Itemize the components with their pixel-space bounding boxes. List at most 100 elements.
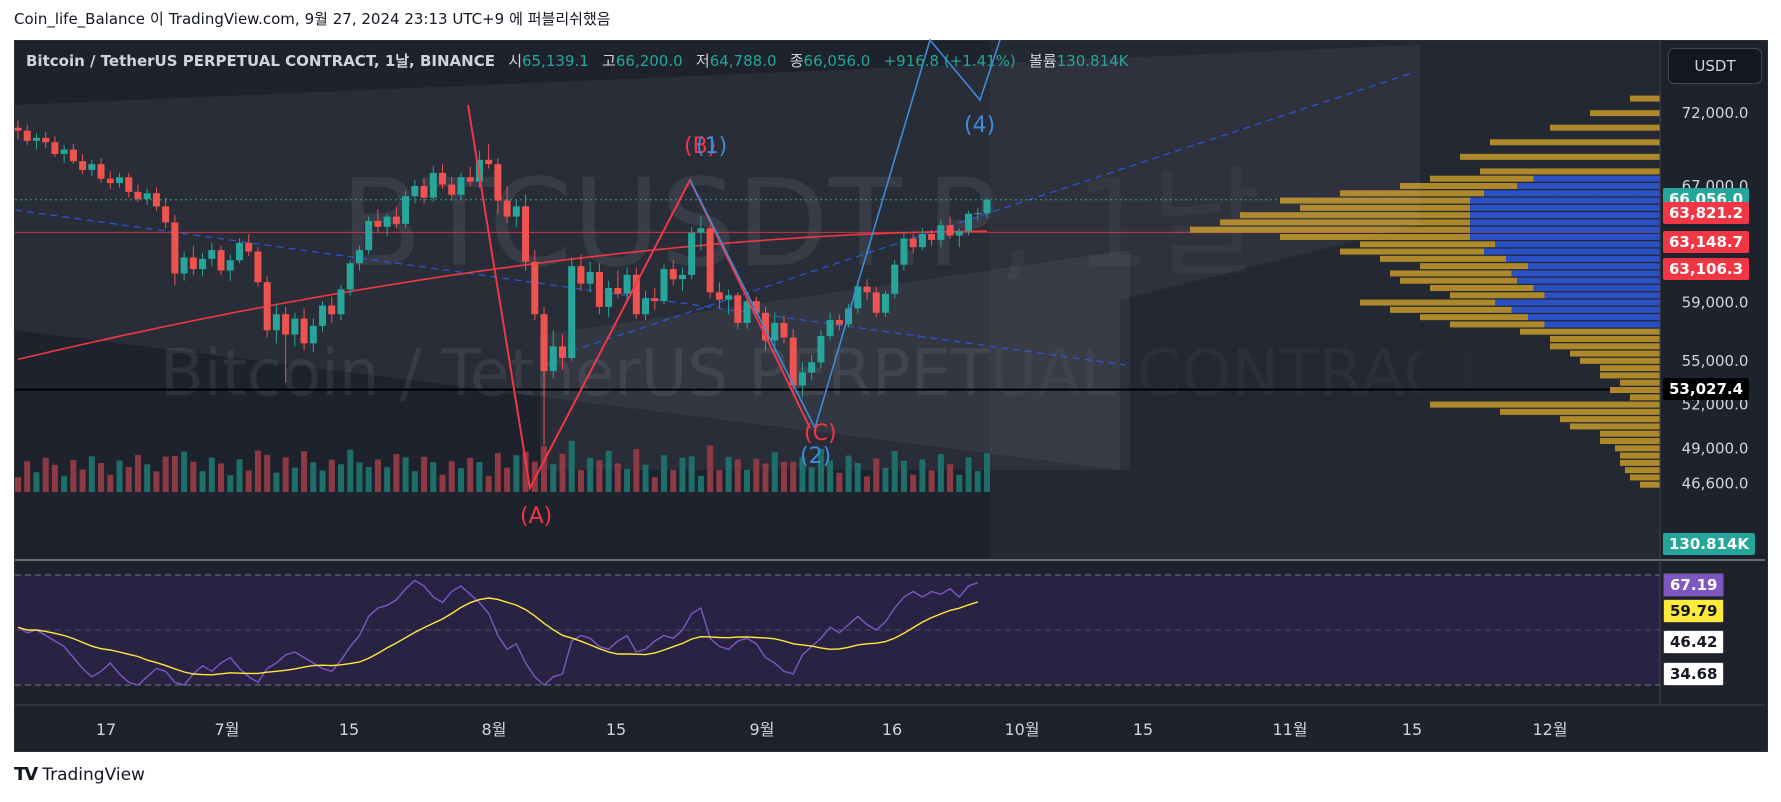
candle-body <box>254 251 262 283</box>
site-name[interactable]: TradingView.com, <box>168 10 300 28</box>
symbol-title[interactable]: Bitcoin / TetherUS PERPETUAL CONTRACT, 1… <box>26 52 495 70</box>
volume-bar <box>670 470 677 492</box>
candle-body <box>14 127 22 131</box>
volume-profile-bar <box>1360 299 1495 306</box>
candle-body <box>60 149 68 154</box>
volume-bar <box>744 470 751 492</box>
volume-profile-bar <box>1615 445 1660 452</box>
volume-bar <box>910 474 917 492</box>
volume-bar <box>854 463 861 492</box>
price-tag: 130.814K <box>1663 533 1755 555</box>
volume-profile-bar <box>1390 270 1512 277</box>
candle-body <box>605 288 613 307</box>
wave-label-red: (B) <box>684 134 716 159</box>
candle-body <box>512 206 520 217</box>
author-name[interactable]: Coin_life_Balance <box>14 10 145 28</box>
candle-body <box>97 164 105 179</box>
candle-body <box>798 372 806 386</box>
tradingview-logo[interactable]: 𝗧𝗩 TradingView <box>14 764 145 785</box>
candle-body <box>466 177 474 182</box>
volume-profile-bar <box>1610 387 1660 393</box>
candle-body <box>79 161 87 170</box>
volume-bar <box>430 462 437 492</box>
rsi-tag: 59.79 <box>1663 599 1725 623</box>
volume-profile-bar <box>1400 183 1517 189</box>
candle-body <box>808 362 816 373</box>
volume-bar <box>264 454 271 492</box>
volume-profile-bar <box>1506 255 1660 262</box>
volume-bar <box>70 459 77 492</box>
volume-bar <box>882 467 889 492</box>
volume-bar <box>817 448 824 492</box>
volume-profile-bar <box>1630 95 1660 102</box>
volume-profile-bar <box>1640 481 1660 488</box>
volume-bar <box>181 451 188 492</box>
volume-profile-bar <box>1600 372 1660 379</box>
candle-body <box>909 238 917 248</box>
volume-bar <box>273 472 280 492</box>
volume-bar <box>836 472 843 492</box>
volume-bar <box>780 462 787 492</box>
candle-body <box>319 305 327 326</box>
volume-profile-bar <box>1484 190 1660 197</box>
volume-profile-bar <box>1544 292 1660 299</box>
candle-body <box>429 172 437 198</box>
price-scale-tick: 59,000.0 <box>1682 294 1749 312</box>
candle-body <box>752 301 760 313</box>
volume-profile-bar <box>1380 255 1506 262</box>
candle-body <box>577 266 585 284</box>
candle-body <box>549 346 557 372</box>
volume-bar <box>51 464 58 492</box>
candle-body <box>706 228 714 293</box>
volume-bar <box>402 457 409 492</box>
volume-bar <box>661 455 667 492</box>
volume-profile-bar <box>1495 299 1660 306</box>
volume-profile-bar <box>1550 124 1660 131</box>
candle-body <box>558 346 566 358</box>
volume-bar <box>651 477 658 492</box>
volume-bar <box>845 455 852 492</box>
volume-bar <box>24 461 31 492</box>
candle-body <box>642 298 650 315</box>
price-scale-tick: 72,000.0 <box>1682 104 1749 122</box>
symbol-legend: Bitcoin / TetherUS PERPETUAL CONTRACT, 1… <box>26 50 1129 71</box>
candle-body <box>189 257 197 270</box>
volume-bar <box>33 472 40 492</box>
candle-body <box>420 186 428 198</box>
volume-bar <box>697 475 704 492</box>
candle-body <box>374 220 382 227</box>
volume-profile-bar <box>1420 263 1528 270</box>
volume-profile-bar <box>1600 365 1660 372</box>
candle-body <box>457 177 465 195</box>
time-axis-label: 11월 <box>1272 720 1307 739</box>
volume-profile-bar <box>1450 292 1545 299</box>
volume-profile-bar <box>1544 321 1660 328</box>
candle-body <box>632 274 640 315</box>
volume-bar <box>937 454 944 492</box>
currency-button[interactable]: USDT <box>1668 48 1762 84</box>
volume-bar <box>984 453 990 492</box>
candle-body <box>789 337 797 386</box>
time-axis-label: 15 <box>606 720 626 739</box>
volume-bar <box>596 460 603 492</box>
volume-bar <box>799 457 806 492</box>
volume-bar <box>328 459 335 492</box>
publication-line: Coin_life_Balance 이 TradingView.com, 9월 27,… <box>14 8 616 29</box>
price-tag: 63,106.3 <box>1663 258 1750 280</box>
volume-profile-bar <box>1517 183 1660 189</box>
volume-profile-bar <box>1630 474 1660 481</box>
candle-body <box>937 225 945 240</box>
candle-body <box>392 216 400 224</box>
candle-body <box>780 322 788 338</box>
candle-body <box>355 250 363 264</box>
candle-body <box>697 228 705 233</box>
publication-suffix: 에 퍼블리쉬했음 <box>509 10 611 28</box>
candle-body <box>503 200 511 217</box>
volume-profile-bar <box>1600 430 1660 437</box>
volume-profile-bar <box>1470 234 1660 240</box>
volume-bar <box>919 459 926 492</box>
candle-body <box>900 238 908 265</box>
volume-profile-bar <box>1570 350 1660 357</box>
candle-body <box>337 289 345 315</box>
